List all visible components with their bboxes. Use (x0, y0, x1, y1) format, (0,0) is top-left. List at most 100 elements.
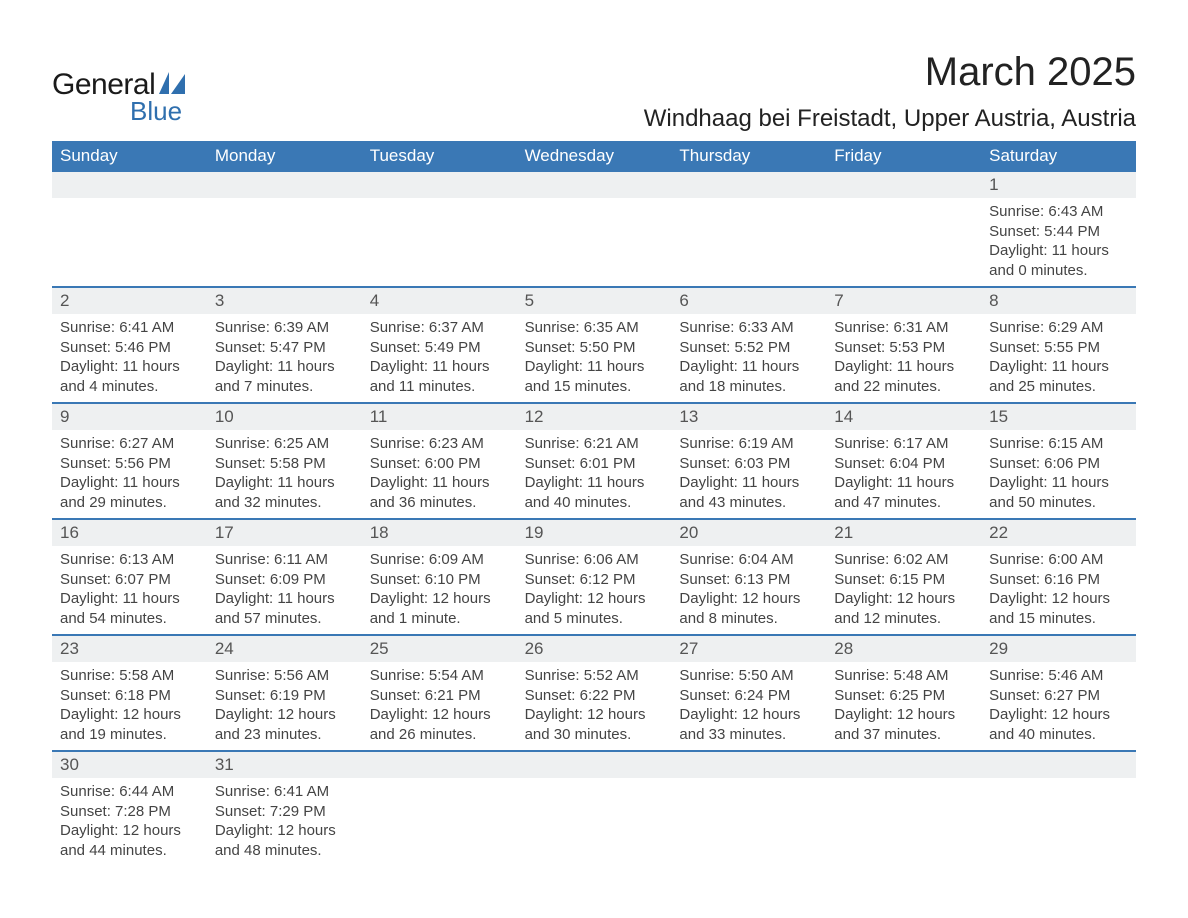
sunset-text: Sunset: 6:24 PM (679, 686, 818, 706)
day-number: 29 (981, 634, 1136, 662)
sunset-text: Sunset: 6:10 PM (370, 570, 509, 590)
brand-name-bottom: Blue (130, 96, 187, 127)
day-details: Sunrise: 6:33 AMSunset: 5:52 PMDaylight:… (671, 314, 826, 402)
sunset-text: Sunset: 6:25 PM (834, 686, 973, 706)
sunset-text: Sunset: 5:47 PM (215, 338, 354, 358)
day-details: Sunrise: 6:00 AMSunset: 6:16 PMDaylight:… (981, 546, 1136, 634)
calendar-week: 9Sunrise: 6:27 AMSunset: 5:56 PMDaylight… (52, 402, 1136, 518)
calendar-cell: 27Sunrise: 5:50 AMSunset: 6:24 PMDayligh… (671, 634, 826, 750)
day-details: Sunrise: 6:19 AMSunset: 6:03 PMDaylight:… (671, 430, 826, 518)
day-details: Sunrise: 5:46 AMSunset: 6:27 PMDaylight:… (981, 662, 1136, 750)
sunrise-text: Sunrise: 5:56 AM (215, 666, 354, 686)
day-number (52, 172, 207, 198)
calendar-cell: 1Sunrise: 6:43 AMSunset: 5:44 PMDaylight… (981, 172, 1136, 286)
sunrise-text: Sunrise: 6:29 AM (989, 318, 1128, 338)
daylight-text: Daylight: 11 hours and 29 minutes. (60, 473, 199, 512)
calendar-cell: 18Sunrise: 6:09 AMSunset: 6:10 PMDayligh… (362, 518, 517, 634)
sunrise-text: Sunrise: 5:46 AM (989, 666, 1128, 686)
daylight-text: Daylight: 11 hours and 15 minutes. (525, 357, 664, 396)
daylight-text: Daylight: 11 hours and 22 minutes. (834, 357, 973, 396)
calendar-week: 30Sunrise: 6:44 AMSunset: 7:28 PMDayligh… (52, 750, 1136, 866)
sunrise-text: Sunrise: 6:17 AM (834, 434, 973, 454)
day-details: Sunrise: 5:52 AMSunset: 6:22 PMDaylight:… (517, 662, 672, 750)
calendar-cell: 22Sunrise: 6:00 AMSunset: 6:16 PMDayligh… (981, 518, 1136, 634)
day-details: Sunrise: 5:48 AMSunset: 6:25 PMDaylight:… (826, 662, 981, 750)
sunrise-text: Sunrise: 6:13 AM (60, 550, 199, 570)
sunrise-text: Sunrise: 6:33 AM (679, 318, 818, 338)
sunset-text: Sunset: 6:16 PM (989, 570, 1128, 590)
calendar-cell: 25Sunrise: 5:54 AMSunset: 6:21 PMDayligh… (362, 634, 517, 750)
sunset-text: Sunset: 7:28 PM (60, 802, 199, 822)
sunrise-text: Sunrise: 6:02 AM (834, 550, 973, 570)
day-number: 28 (826, 634, 981, 662)
weekday-header: Sunday (52, 141, 207, 172)
weekday-header: Friday (826, 141, 981, 172)
weekday-header: Thursday (671, 141, 826, 172)
day-details: Sunrise: 5:54 AMSunset: 6:21 PMDaylight:… (362, 662, 517, 750)
daylight-text: Daylight: 11 hours and 47 minutes. (834, 473, 973, 512)
daylight-text: Daylight: 12 hours and 33 minutes. (679, 705, 818, 744)
sunrise-text: Sunrise: 6:04 AM (679, 550, 818, 570)
calendar-cell: 14Sunrise: 6:17 AMSunset: 6:04 PMDayligh… (826, 402, 981, 518)
day-number: 9 (52, 402, 207, 430)
calendar-cell: 9Sunrise: 6:27 AMSunset: 5:56 PMDaylight… (52, 402, 207, 518)
sunset-text: Sunset: 6:00 PM (370, 454, 509, 474)
calendar-cell (517, 750, 672, 866)
sunset-text: Sunset: 5:55 PM (989, 338, 1128, 358)
daylight-text: Daylight: 11 hours and 36 minutes. (370, 473, 509, 512)
calendar-cell: 15Sunrise: 6:15 AMSunset: 6:06 PMDayligh… (981, 402, 1136, 518)
day-details: Sunrise: 6:43 AMSunset: 5:44 PMDaylight:… (981, 198, 1136, 286)
day-number (671, 172, 826, 198)
calendar-cell: 19Sunrise: 6:06 AMSunset: 6:12 PMDayligh… (517, 518, 672, 634)
daylight-text: Daylight: 11 hours and 25 minutes. (989, 357, 1128, 396)
daylight-text: Daylight: 12 hours and 1 minute. (370, 589, 509, 628)
day-number: 5 (517, 286, 672, 314)
sunrise-text: Sunrise: 6:25 AM (215, 434, 354, 454)
calendar-cell (517, 172, 672, 286)
day-number: 8 (981, 286, 1136, 314)
daylight-text: Daylight: 11 hours and 4 minutes. (60, 357, 199, 396)
sunset-text: Sunset: 5:50 PM (525, 338, 664, 358)
sunset-text: Sunset: 6:22 PM (525, 686, 664, 706)
calendar-cell: 16Sunrise: 6:13 AMSunset: 6:07 PMDayligh… (52, 518, 207, 634)
day-number: 20 (671, 518, 826, 546)
day-number: 17 (207, 518, 362, 546)
sunrise-text: Sunrise: 6:15 AM (989, 434, 1128, 454)
day-details: Sunrise: 6:06 AMSunset: 6:12 PMDaylight:… (517, 546, 672, 634)
day-details: Sunrise: 6:44 AMSunset: 7:28 PMDaylight:… (52, 778, 207, 866)
day-number (517, 750, 672, 778)
calendar-cell (981, 750, 1136, 866)
title-block: March 2025 Windhaag bei Freistadt, Upper… (644, 50, 1136, 133)
location-subtitle: Windhaag bei Freistadt, Upper Austria, A… (644, 105, 1136, 133)
day-number: 15 (981, 402, 1136, 430)
day-details: Sunrise: 6:35 AMSunset: 5:50 PMDaylight:… (517, 314, 672, 402)
daylight-text: Daylight: 12 hours and 37 minutes. (834, 705, 973, 744)
sunset-text: Sunset: 5:46 PM (60, 338, 199, 358)
day-number (362, 172, 517, 198)
day-number: 22 (981, 518, 1136, 546)
day-details: Sunrise: 6:23 AMSunset: 6:00 PMDaylight:… (362, 430, 517, 518)
calendar-table: Sunday Monday Tuesday Wednesday Thursday… (52, 141, 1136, 866)
day-number: 12 (517, 402, 672, 430)
day-details: Sunrise: 6:15 AMSunset: 6:06 PMDaylight:… (981, 430, 1136, 518)
weekday-header: Wednesday (517, 141, 672, 172)
day-number: 2 (52, 286, 207, 314)
sunset-text: Sunset: 6:09 PM (215, 570, 354, 590)
day-number: 14 (826, 402, 981, 430)
day-details: Sunrise: 6:41 AMSunset: 7:29 PMDaylight:… (207, 778, 362, 866)
weekday-header: Tuesday (362, 141, 517, 172)
day-details: Sunrise: 6:09 AMSunset: 6:10 PMDaylight:… (362, 546, 517, 634)
calendar-week: 16Sunrise: 6:13 AMSunset: 6:07 PMDayligh… (52, 518, 1136, 634)
sunrise-text: Sunrise: 5:48 AM (834, 666, 973, 686)
day-number: 6 (671, 286, 826, 314)
daylight-text: Daylight: 11 hours and 43 minutes. (679, 473, 818, 512)
sunrise-text: Sunrise: 6:19 AM (679, 434, 818, 454)
calendar-cell (362, 172, 517, 286)
calendar-cell: 7Sunrise: 6:31 AMSunset: 5:53 PMDaylight… (826, 286, 981, 402)
calendar-week: 23Sunrise: 5:58 AMSunset: 6:18 PMDayligh… (52, 634, 1136, 750)
daylight-text: Daylight: 11 hours and 32 minutes. (215, 473, 354, 512)
daylight-text: Daylight: 11 hours and 0 minutes. (989, 241, 1128, 280)
brand-logo: General Blue (52, 68, 187, 127)
calendar-cell (826, 750, 981, 866)
sunrise-text: Sunrise: 6:27 AM (60, 434, 199, 454)
